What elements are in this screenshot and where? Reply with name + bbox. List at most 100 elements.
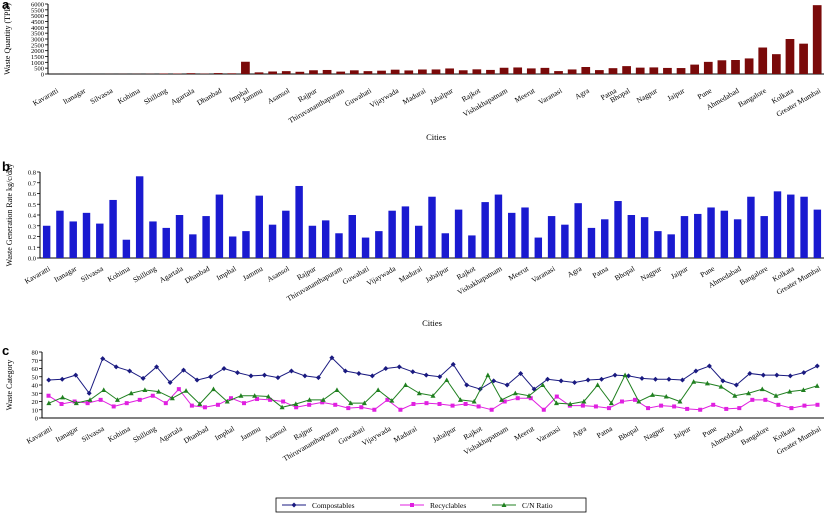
c-x-tick-label: Imphal xyxy=(213,424,236,442)
b-y-tick-label: 0.8 xyxy=(28,170,36,177)
c-c-n-ratio-point xyxy=(663,393,669,399)
c-recyclables-point xyxy=(398,407,403,412)
c-compostables-point xyxy=(208,374,214,380)
c-x-tick-label: Kohima xyxy=(106,424,132,444)
c-c-n-ratio-point xyxy=(389,398,395,403)
b-y-tick-label: 0.6 xyxy=(28,191,37,198)
a-bar xyxy=(349,70,359,74)
b-x-tick-label: Patna xyxy=(591,264,611,280)
a-bar xyxy=(159,73,169,74)
c-recyclables-point xyxy=(46,393,51,398)
a-bar xyxy=(608,68,618,74)
b-bar xyxy=(574,203,582,258)
a-bar xyxy=(703,61,713,74)
c-x-tick-label: Kavaratti xyxy=(25,424,54,446)
c-y-tick-label: 10 xyxy=(32,407,39,414)
a-x-tick-label: Kohima xyxy=(116,86,142,106)
c-recyclables-point xyxy=(202,405,207,410)
b-bar xyxy=(96,223,104,258)
c-c-n-ratio-point xyxy=(622,372,628,378)
b-bar xyxy=(175,215,184,258)
c-compostables-point xyxy=(396,364,402,370)
c-compostables-point xyxy=(450,361,456,367)
c-recyclables-point xyxy=(85,401,90,406)
c-c-n-ratio-point xyxy=(169,395,175,401)
c-recyclables-point xyxy=(372,407,377,412)
a-bar xyxy=(690,64,700,74)
c-x-tick-label: Bangalore xyxy=(739,424,771,448)
b-bar xyxy=(747,196,755,258)
c-recyclables-point xyxy=(450,403,455,408)
c-compostables-point xyxy=(73,372,79,378)
a-bar xyxy=(186,73,196,74)
c-x-tick-label: Madurai xyxy=(392,424,419,445)
b-y-tick-label: 0.0 xyxy=(28,256,36,263)
c-compostables-point xyxy=(801,370,807,376)
c-compostables-point xyxy=(558,378,564,384)
c-compostables-point xyxy=(787,373,793,379)
c-c-n-ratio-point xyxy=(650,392,656,397)
c-compostables-point xyxy=(194,377,200,383)
c-recyclables-point xyxy=(698,407,703,412)
a-bar xyxy=(363,71,373,74)
a-x-tick-label: Agartala xyxy=(169,86,196,107)
c-c-n-ratio-point xyxy=(293,401,299,406)
a-x-tick-label: Silvassa xyxy=(88,86,114,106)
c-c-n-ratio-point xyxy=(46,400,52,406)
c-c-n-ratio-point xyxy=(87,397,93,402)
c-recyclables-point xyxy=(528,396,533,401)
a-bar xyxy=(241,61,250,74)
c-compostables-point xyxy=(639,375,645,381)
c-recyclables-point xyxy=(215,402,220,407)
c-c-n-ratio-point xyxy=(210,386,216,392)
c-compostables-point xyxy=(666,376,672,382)
c-x-tick-label: Jaipur xyxy=(672,424,693,441)
c-compostables-point xyxy=(760,372,766,378)
c-compostables-point xyxy=(154,364,160,370)
c-compostables-point xyxy=(113,364,119,370)
a-bar xyxy=(771,54,781,74)
c-c-n-ratio-point xyxy=(334,387,340,392)
b-bar xyxy=(720,210,729,258)
c-recyclables-point xyxy=(111,404,116,409)
a-y-tick-label: 500 xyxy=(34,66,44,73)
b-bar xyxy=(441,233,450,258)
a-bar xyxy=(676,68,686,74)
a-y-axis-label: Waste Quantity (TPD) xyxy=(3,3,12,75)
c-recyclables-point xyxy=(281,399,286,404)
b-bar xyxy=(481,202,489,258)
c-x-tick-label: Shillong xyxy=(131,424,158,445)
c-c-n-ratio-point xyxy=(759,386,765,392)
b-bar xyxy=(454,209,463,258)
c-recyclables-point xyxy=(515,396,520,401)
a-bar xyxy=(649,67,659,74)
b-x-tick-label: Meerut xyxy=(507,263,531,282)
c-x-tick-label: Agra xyxy=(570,424,588,440)
c-recyclables-point xyxy=(346,406,351,411)
b-x-tick-label: Kohima xyxy=(106,264,132,284)
c-y-tick-label: 70 xyxy=(32,358,39,365)
b-bar xyxy=(135,176,144,258)
c-recyclables-point xyxy=(163,401,168,406)
c-c-n-ratio-point xyxy=(732,393,738,398)
c-c-n-ratio-point xyxy=(197,401,203,406)
c-compostables-point xyxy=(679,377,685,383)
c-recyclables-point xyxy=(476,404,481,409)
c-c-n-ratio-point xyxy=(361,400,367,406)
a-x-tick-label: Madurai xyxy=(401,86,428,107)
c-c-n-ratio-point xyxy=(595,382,601,387)
c-c-n-ratio-point xyxy=(156,389,162,394)
panel-c-label: c xyxy=(2,343,10,358)
c-recyclables-point xyxy=(554,394,559,399)
b-bar xyxy=(428,196,436,258)
a-bar xyxy=(622,66,631,74)
b-bar xyxy=(680,216,689,258)
c-c-n-ratio-point xyxy=(403,382,409,387)
a-y-tick-label: 3500 xyxy=(31,31,44,38)
a-bar xyxy=(540,67,550,74)
a-x-tick-label: Jaipur xyxy=(666,86,687,103)
b-bar xyxy=(521,207,529,258)
c-c-n-ratio-point xyxy=(375,387,381,392)
c-recyclables-point xyxy=(98,397,103,402)
